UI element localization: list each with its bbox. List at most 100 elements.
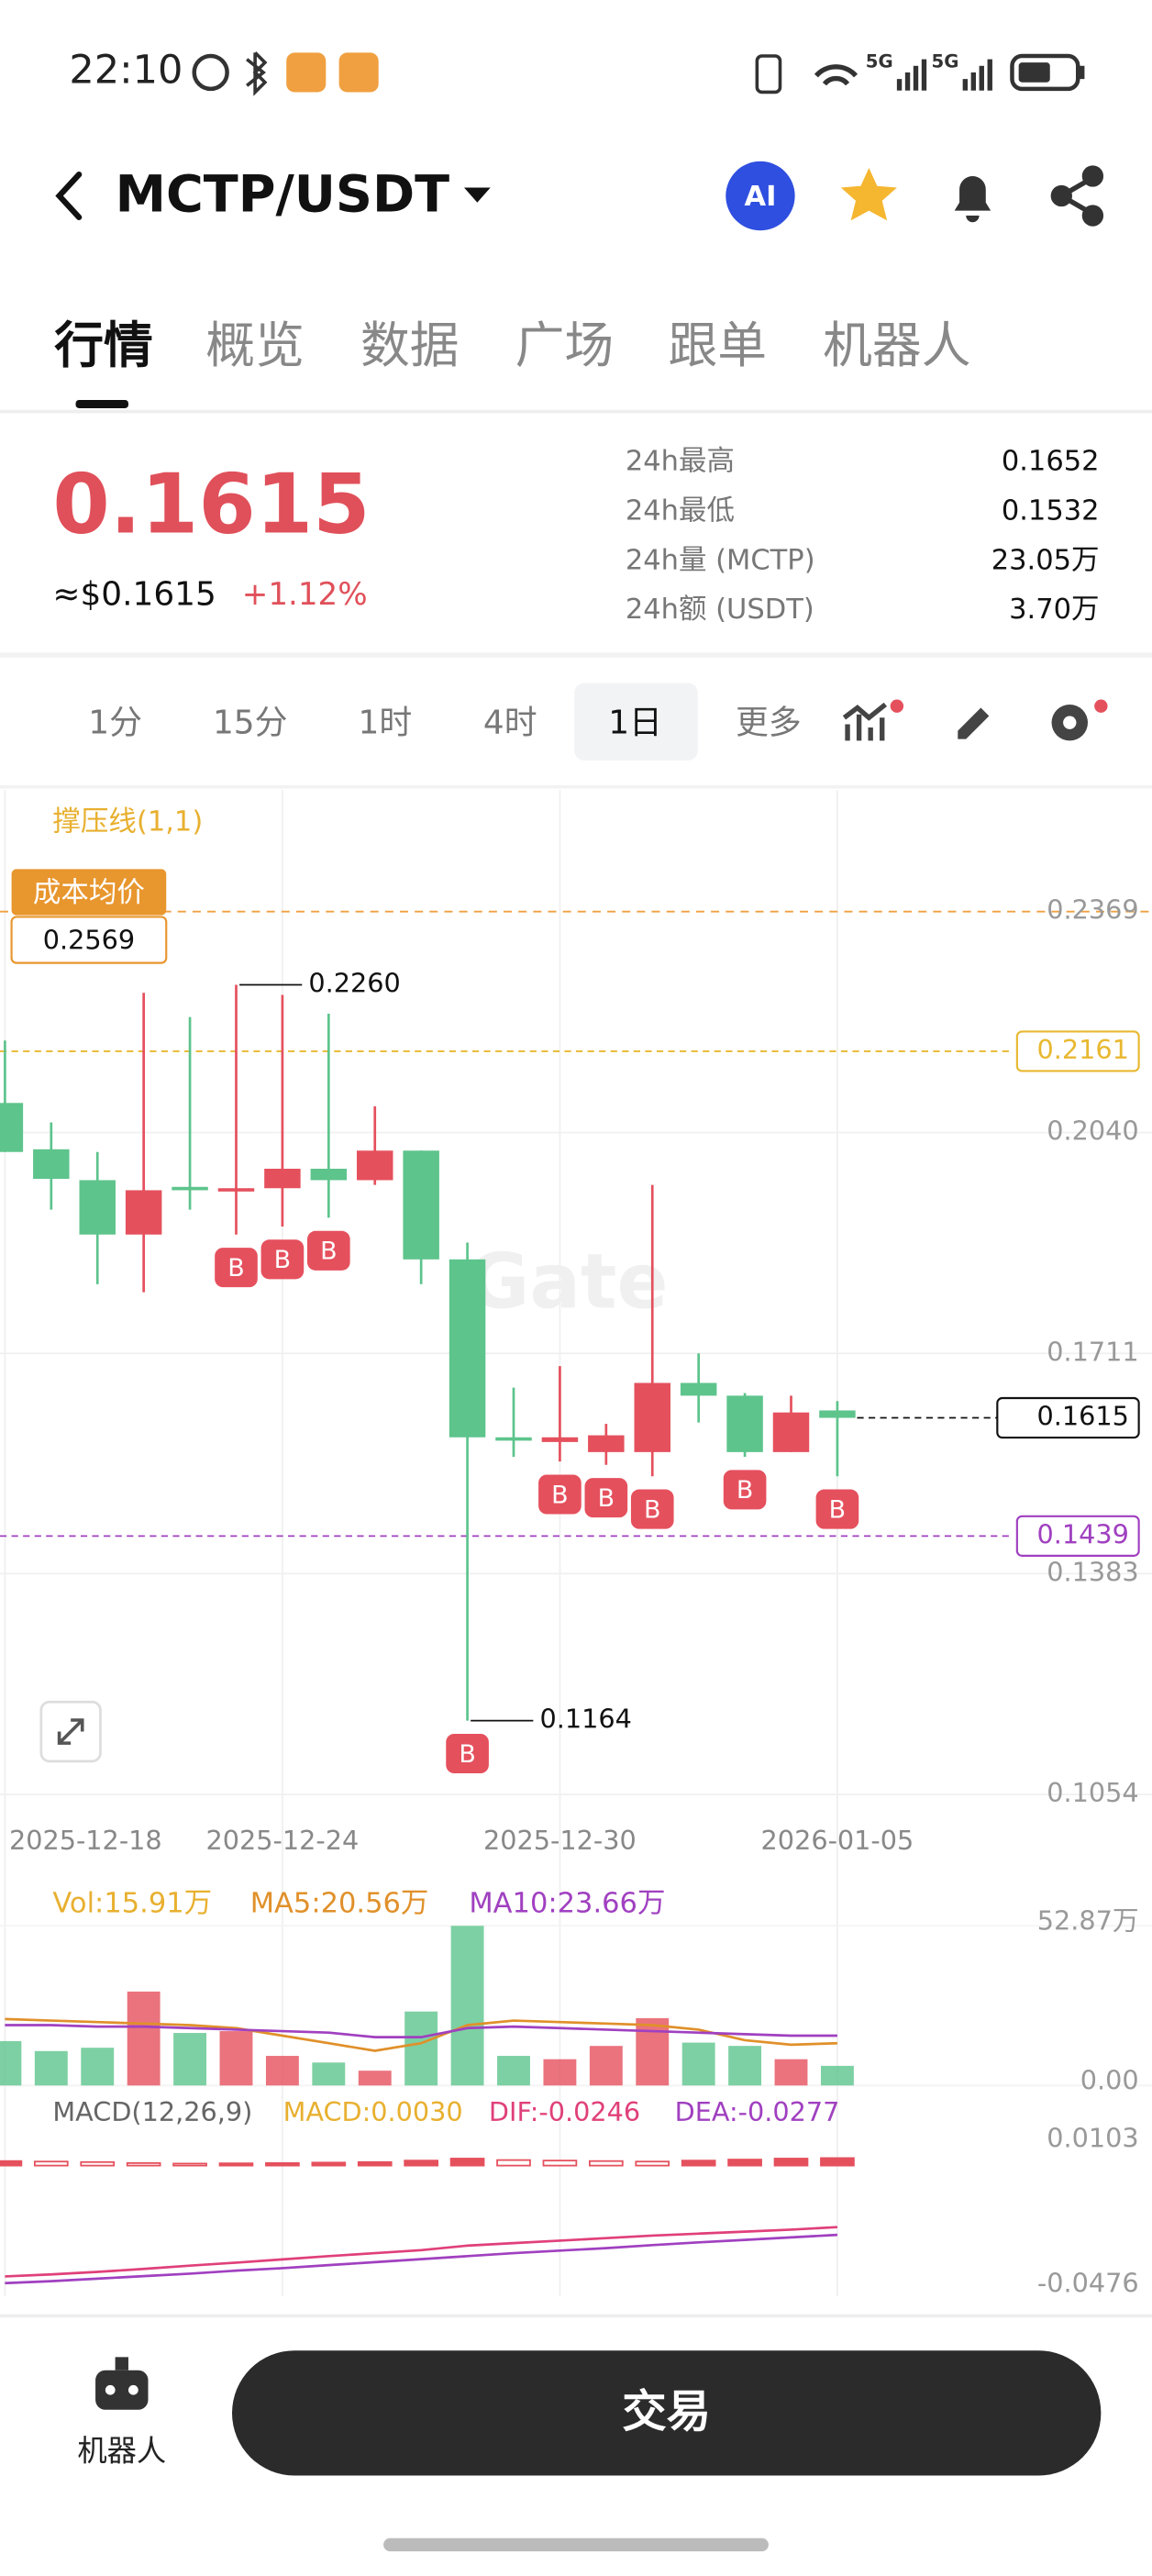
macd-bar (542, 2160, 578, 2167)
buy-marker-label: B (644, 1495, 660, 1524)
ma5-line (5, 2017, 837, 2052)
candle-body (403, 1150, 439, 1260)
macd-bar (773, 2158, 809, 2167)
volume-bar (312, 2062, 346, 2086)
price-line-box (996, 1396, 1140, 1439)
macd-bar (681, 2160, 716, 2167)
macd-bar (80, 2160, 116, 2167)
candle-body (310, 1169, 348, 1181)
volume-bar (728, 2046, 762, 2086)
tab[interactable]: 跟单 (668, 316, 767, 374)
tab[interactable]: 概览 (205, 316, 305, 374)
price-line-label: 0.2161 (1036, 1034, 1128, 1065)
tab[interactable]: 数据 (360, 316, 460, 374)
candle-body (217, 1188, 255, 1192)
buy-marker[interactable] (815, 1489, 859, 1529)
price-line-box (1015, 1515, 1140, 1557)
pair-title[interactable]: MCTP/USDT (116, 164, 450, 224)
share-button[interactable] (1050, 165, 1104, 227)
volume-bar (681, 2042, 715, 2086)
buy-marker-label: B (598, 1484, 615, 1513)
stat-value: 0.1532 (1002, 495, 1100, 527)
candle-body (541, 1437, 579, 1442)
candle-body (819, 1410, 856, 1418)
buy-marker[interactable] (538, 1474, 582, 1515)
macd-bar (727, 2159, 762, 2167)
candle-body (357, 1150, 393, 1181)
buy-marker[interactable] (446, 1733, 489, 1774)
volume-bar (774, 2059, 808, 2086)
macd-legend: DIF:-0.0246 (489, 2096, 640, 2127)
volume-bar (34, 2050, 68, 2086)
volume-bar (0, 2040, 22, 2086)
volume-bar (820, 2065, 854, 2086)
y-tick-label: 0.2040 (1047, 1115, 1138, 1146)
buy-marker[interactable] (260, 1239, 305, 1280)
candle-body (772, 1412, 810, 1452)
tab[interactable]: 广场 (515, 316, 615, 374)
interval[interactable]: 1日 (608, 704, 662, 741)
interval[interactable]: 1时 (359, 704, 413, 741)
stat-label: 24h量 (MCTP) (626, 544, 815, 576)
cost-badge-box (10, 916, 168, 964)
volume-bar (636, 2017, 670, 2086)
watermark: Gate (468, 1238, 669, 1327)
buy-marker-label: B (829, 1495, 846, 1524)
price-line-label: 0.1615 (1036, 1401, 1128, 1432)
stat-label: 24h最低 (626, 495, 735, 527)
macd-bar (588, 2160, 624, 2167)
robot-icon[interactable] (95, 2357, 149, 2410)
buy-marker[interactable] (630, 1489, 674, 1529)
stat-label: 24h额 (USDT) (626, 594, 814, 626)
tab[interactable]: 机器人 (823, 316, 970, 374)
macd-bar (172, 2162, 207, 2167)
macd-bar (311, 2161, 347, 2167)
candle-body (726, 1395, 763, 1452)
candle-body (588, 1435, 625, 1452)
buy-marker[interactable] (584, 1478, 628, 1518)
ma10-line (5, 2024, 837, 2038)
macd-bar (496, 2159, 531, 2167)
favorite-button[interactable] (840, 168, 897, 221)
macd-bar (449, 2158, 485, 2167)
macd-bar (0, 2160, 23, 2167)
x-tick-label: 2025-12-24 (206, 1825, 360, 1856)
buy-marker[interactable] (723, 1470, 767, 1510)
volume-bar (265, 2056, 299, 2086)
back-button[interactable] (55, 172, 83, 220)
buy-marker-label: B (227, 1254, 244, 1282)
robot-label[interactable]: 机器人 (77, 2433, 166, 2468)
chart-tools[interactable] (842, 699, 1108, 741)
status-time: 22:10 (69, 47, 183, 93)
trade-button[interactable] (232, 2350, 1102, 2476)
y-tick-label: 0.2369 (1047, 894, 1138, 926)
candle-body (449, 1259, 486, 1438)
y-tick-label: 0.0103 (1047, 2123, 1138, 2154)
alert-button[interactable] (954, 175, 991, 223)
annotation-label: 0.1164 (540, 1704, 632, 1735)
interval[interactable]: 4时 (483, 704, 537, 741)
volume-bar (358, 2071, 392, 2086)
candle-body (495, 1437, 532, 1441)
candle-body (0, 1103, 24, 1152)
buy-marker-label: B (459, 1740, 475, 1769)
interval[interactable]: 更多 (736, 704, 802, 741)
ai-button[interactable] (726, 161, 795, 231)
macd-bar (265, 2161, 300, 2167)
macd-bar (126, 2161, 161, 2167)
tab[interactable]: 行情 (54, 316, 153, 374)
y-tick-label: 0.1054 (1047, 1777, 1138, 1808)
interval[interactable]: 15分 (213, 704, 288, 741)
interval[interactable]: 1分 (88, 704, 142, 741)
pair-dropdown[interactable] (463, 187, 491, 203)
y-tick-label: 0.1383 (1047, 1556, 1138, 1587)
candle-body (125, 1190, 162, 1235)
buy-marker[interactable] (306, 1230, 350, 1271)
cost-badge (11, 869, 167, 916)
buy-marker[interactable] (215, 1248, 258, 1288)
network-label: 5G (932, 51, 959, 72)
interval-active-bg (574, 683, 698, 761)
tab-underline (75, 400, 128, 408)
